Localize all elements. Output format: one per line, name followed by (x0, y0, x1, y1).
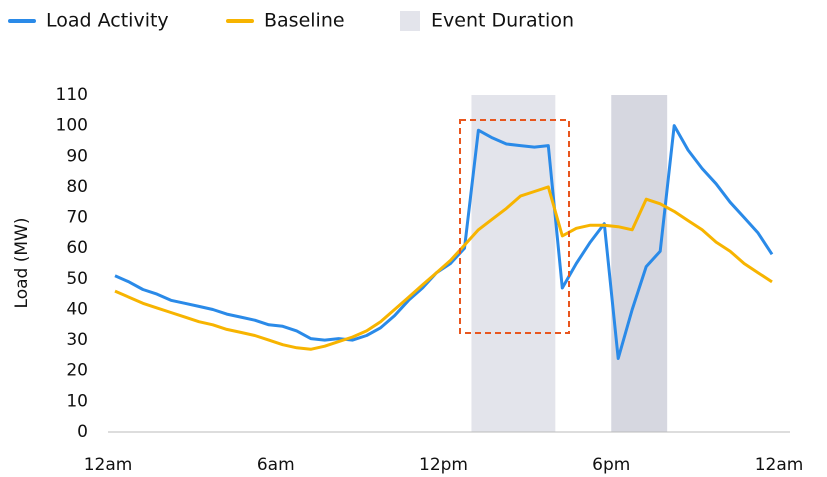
legend-label: Load Activity (46, 10, 169, 32)
y-tick-label: 110 (56, 85, 88, 105)
y-tick-label: 80 (66, 177, 88, 197)
y-tick-label: 70 (66, 208, 88, 228)
legend-swatch (400, 11, 420, 31)
y-tick-label: 90 (66, 146, 88, 166)
y-tick-label: 10 (66, 391, 88, 411)
x-tick-label: 12am (84, 455, 133, 475)
x-tick-label: 12pm (419, 455, 468, 475)
y-tick-label: 100 (56, 116, 88, 136)
x-tick-label: 12am (755, 455, 804, 475)
y-tick-label: 30 (66, 330, 88, 350)
legend-label: Event Duration (431, 10, 574, 32)
x-tick-label: 6am (257, 455, 295, 475)
event-shade (471, 95, 556, 432)
y-tick-label: 20 (66, 361, 88, 381)
series-line (114, 185, 773, 351)
y-tick-label: 0 (77, 422, 88, 442)
y-tick-label: 60 (66, 238, 88, 258)
highlight-box (459, 119, 570, 334)
y-tick-label: 40 (66, 299, 88, 319)
legend-label: Baseline (264, 10, 345, 32)
x-tick-label: 6pm (592, 455, 630, 475)
y-tick-label: 50 (66, 269, 88, 289)
y-axis-label: Load (MW) (12, 218, 32, 309)
event-shade (611, 95, 668, 432)
